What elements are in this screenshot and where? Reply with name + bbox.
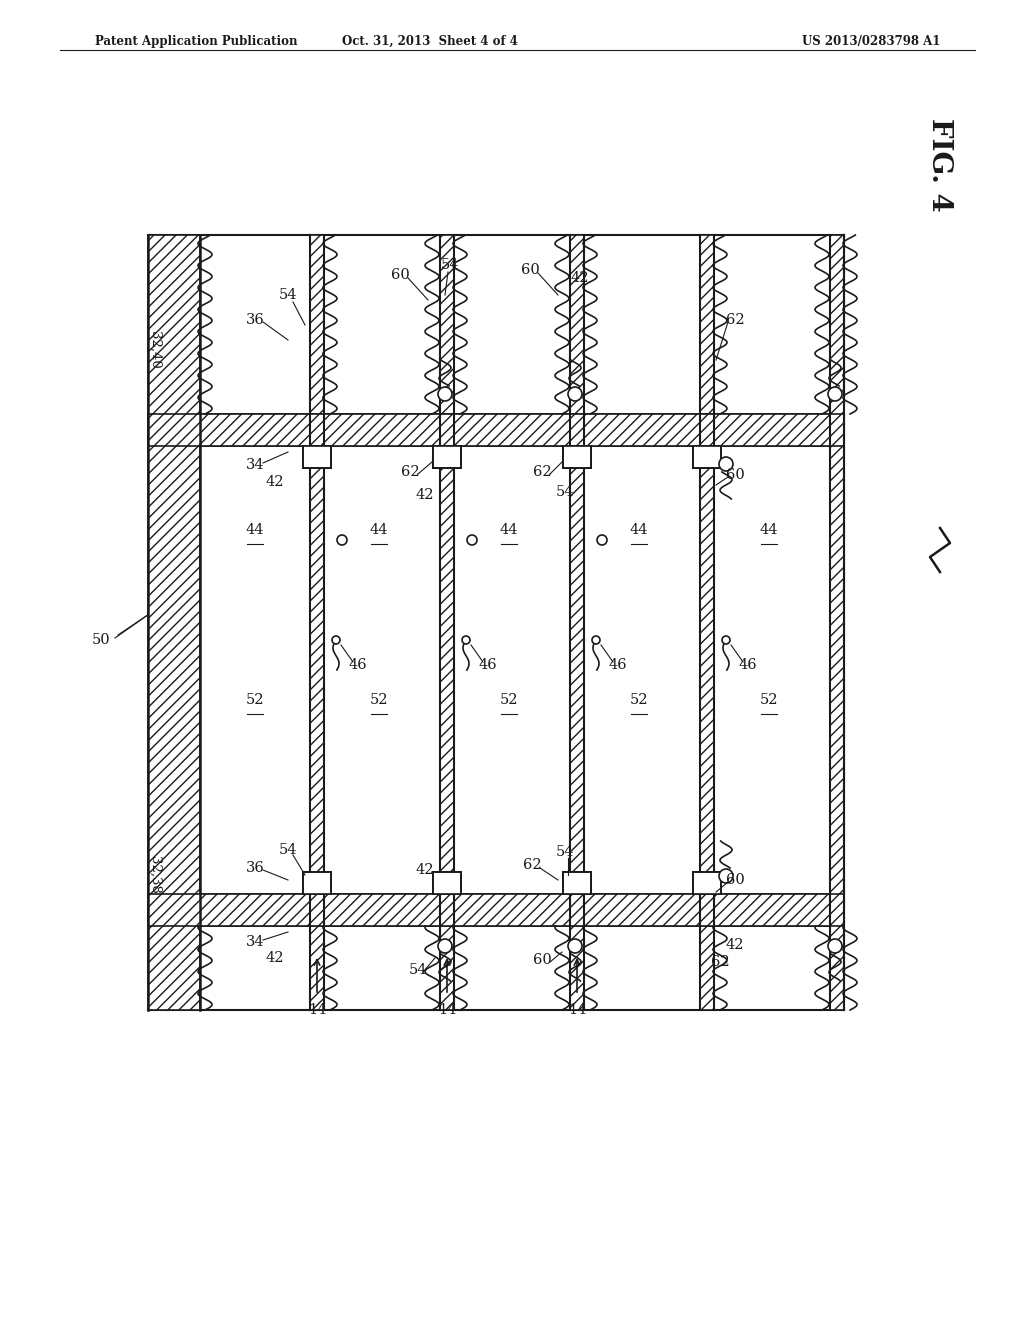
- Bar: [570, 235, 584, 1010]
- Bar: [310, 414, 454, 446]
- Text: 54: 54: [279, 288, 297, 302]
- Text: 44: 44: [630, 523, 648, 537]
- Text: 52: 52: [246, 693, 264, 708]
- Text: 60: 60: [726, 873, 744, 887]
- Bar: [693, 873, 721, 894]
- Bar: [700, 894, 844, 927]
- Text: 42: 42: [266, 950, 285, 965]
- Circle shape: [568, 387, 582, 401]
- Text: 46: 46: [738, 657, 758, 672]
- Text: 32,40: 32,40: [148, 331, 161, 368]
- Bar: [700, 235, 714, 1010]
- Text: 34: 34: [246, 935, 264, 949]
- Circle shape: [337, 535, 347, 545]
- Text: 14: 14: [568, 1003, 586, 1016]
- Bar: [433, 446, 461, 469]
- Text: 52: 52: [370, 693, 388, 708]
- Text: 42: 42: [416, 863, 434, 876]
- Text: US 2013/0283798 A1: US 2013/0283798 A1: [802, 36, 940, 48]
- Text: 36: 36: [246, 861, 264, 875]
- Text: 42: 42: [416, 488, 434, 502]
- Text: 14: 14: [308, 1003, 327, 1016]
- Text: 46: 46: [608, 657, 628, 672]
- Bar: [148, 414, 324, 446]
- Circle shape: [467, 535, 477, 545]
- Text: 44: 44: [246, 523, 264, 537]
- Text: 50: 50: [91, 634, 110, 647]
- Bar: [440, 414, 584, 446]
- Text: 54: 54: [279, 843, 297, 857]
- Bar: [563, 446, 591, 469]
- Text: 60: 60: [520, 263, 540, 277]
- Text: 14: 14: [438, 1003, 456, 1016]
- Bar: [700, 414, 844, 446]
- Circle shape: [828, 939, 842, 953]
- Circle shape: [719, 457, 733, 471]
- Text: 44: 44: [370, 523, 388, 537]
- Circle shape: [568, 939, 582, 953]
- Bar: [148, 894, 324, 927]
- Bar: [303, 446, 331, 469]
- Bar: [433, 873, 461, 894]
- Circle shape: [462, 636, 470, 644]
- Text: 62: 62: [532, 465, 551, 479]
- Bar: [433, 446, 461, 469]
- Text: 54: 54: [409, 964, 427, 977]
- Text: 42: 42: [570, 271, 589, 285]
- Text: Patent Application Publication: Patent Application Publication: [95, 36, 298, 48]
- Circle shape: [592, 636, 600, 644]
- Text: 34: 34: [246, 458, 264, 473]
- Bar: [148, 235, 200, 1010]
- Bar: [440, 235, 454, 1010]
- Circle shape: [438, 939, 452, 953]
- Text: 52: 52: [760, 693, 778, 708]
- Bar: [310, 894, 454, 927]
- Circle shape: [597, 535, 607, 545]
- Bar: [693, 446, 721, 469]
- Bar: [693, 873, 721, 894]
- Text: 60: 60: [390, 268, 410, 282]
- Text: 54: 54: [556, 845, 574, 859]
- Text: 42: 42: [266, 475, 285, 488]
- Bar: [563, 446, 591, 469]
- Bar: [433, 873, 461, 894]
- Circle shape: [438, 387, 452, 401]
- Bar: [830, 235, 844, 1010]
- Text: 46: 46: [478, 657, 498, 672]
- Text: 62: 62: [711, 954, 729, 969]
- Text: FIG. 4: FIG. 4: [927, 117, 953, 213]
- Text: Oct. 31, 2013  Sheet 4 of 4: Oct. 31, 2013 Sheet 4 of 4: [342, 36, 518, 48]
- Text: 32,38: 32,38: [148, 857, 161, 894]
- Circle shape: [719, 869, 733, 883]
- Bar: [440, 894, 584, 927]
- Text: 60: 60: [726, 469, 744, 482]
- Bar: [303, 873, 331, 894]
- Bar: [303, 873, 331, 894]
- Text: 42: 42: [726, 939, 744, 952]
- Circle shape: [722, 636, 730, 644]
- Text: 62: 62: [726, 313, 744, 327]
- Text: 36: 36: [246, 313, 264, 327]
- Bar: [303, 446, 331, 469]
- Bar: [693, 446, 721, 469]
- Text: 46: 46: [349, 657, 368, 672]
- Bar: [570, 414, 714, 446]
- Bar: [310, 235, 324, 1010]
- Text: 62: 62: [522, 858, 542, 873]
- Circle shape: [332, 636, 340, 644]
- Circle shape: [828, 387, 842, 401]
- Text: 60: 60: [532, 953, 551, 968]
- Bar: [570, 894, 714, 927]
- Text: 44: 44: [760, 523, 778, 537]
- Bar: [563, 873, 591, 894]
- Text: 44: 44: [500, 523, 518, 537]
- Text: 52: 52: [500, 693, 518, 708]
- Bar: [563, 873, 591, 894]
- Text: 54: 54: [440, 257, 459, 272]
- Text: 54: 54: [556, 484, 574, 499]
- Text: 62: 62: [400, 465, 419, 479]
- Text: 52: 52: [630, 693, 648, 708]
